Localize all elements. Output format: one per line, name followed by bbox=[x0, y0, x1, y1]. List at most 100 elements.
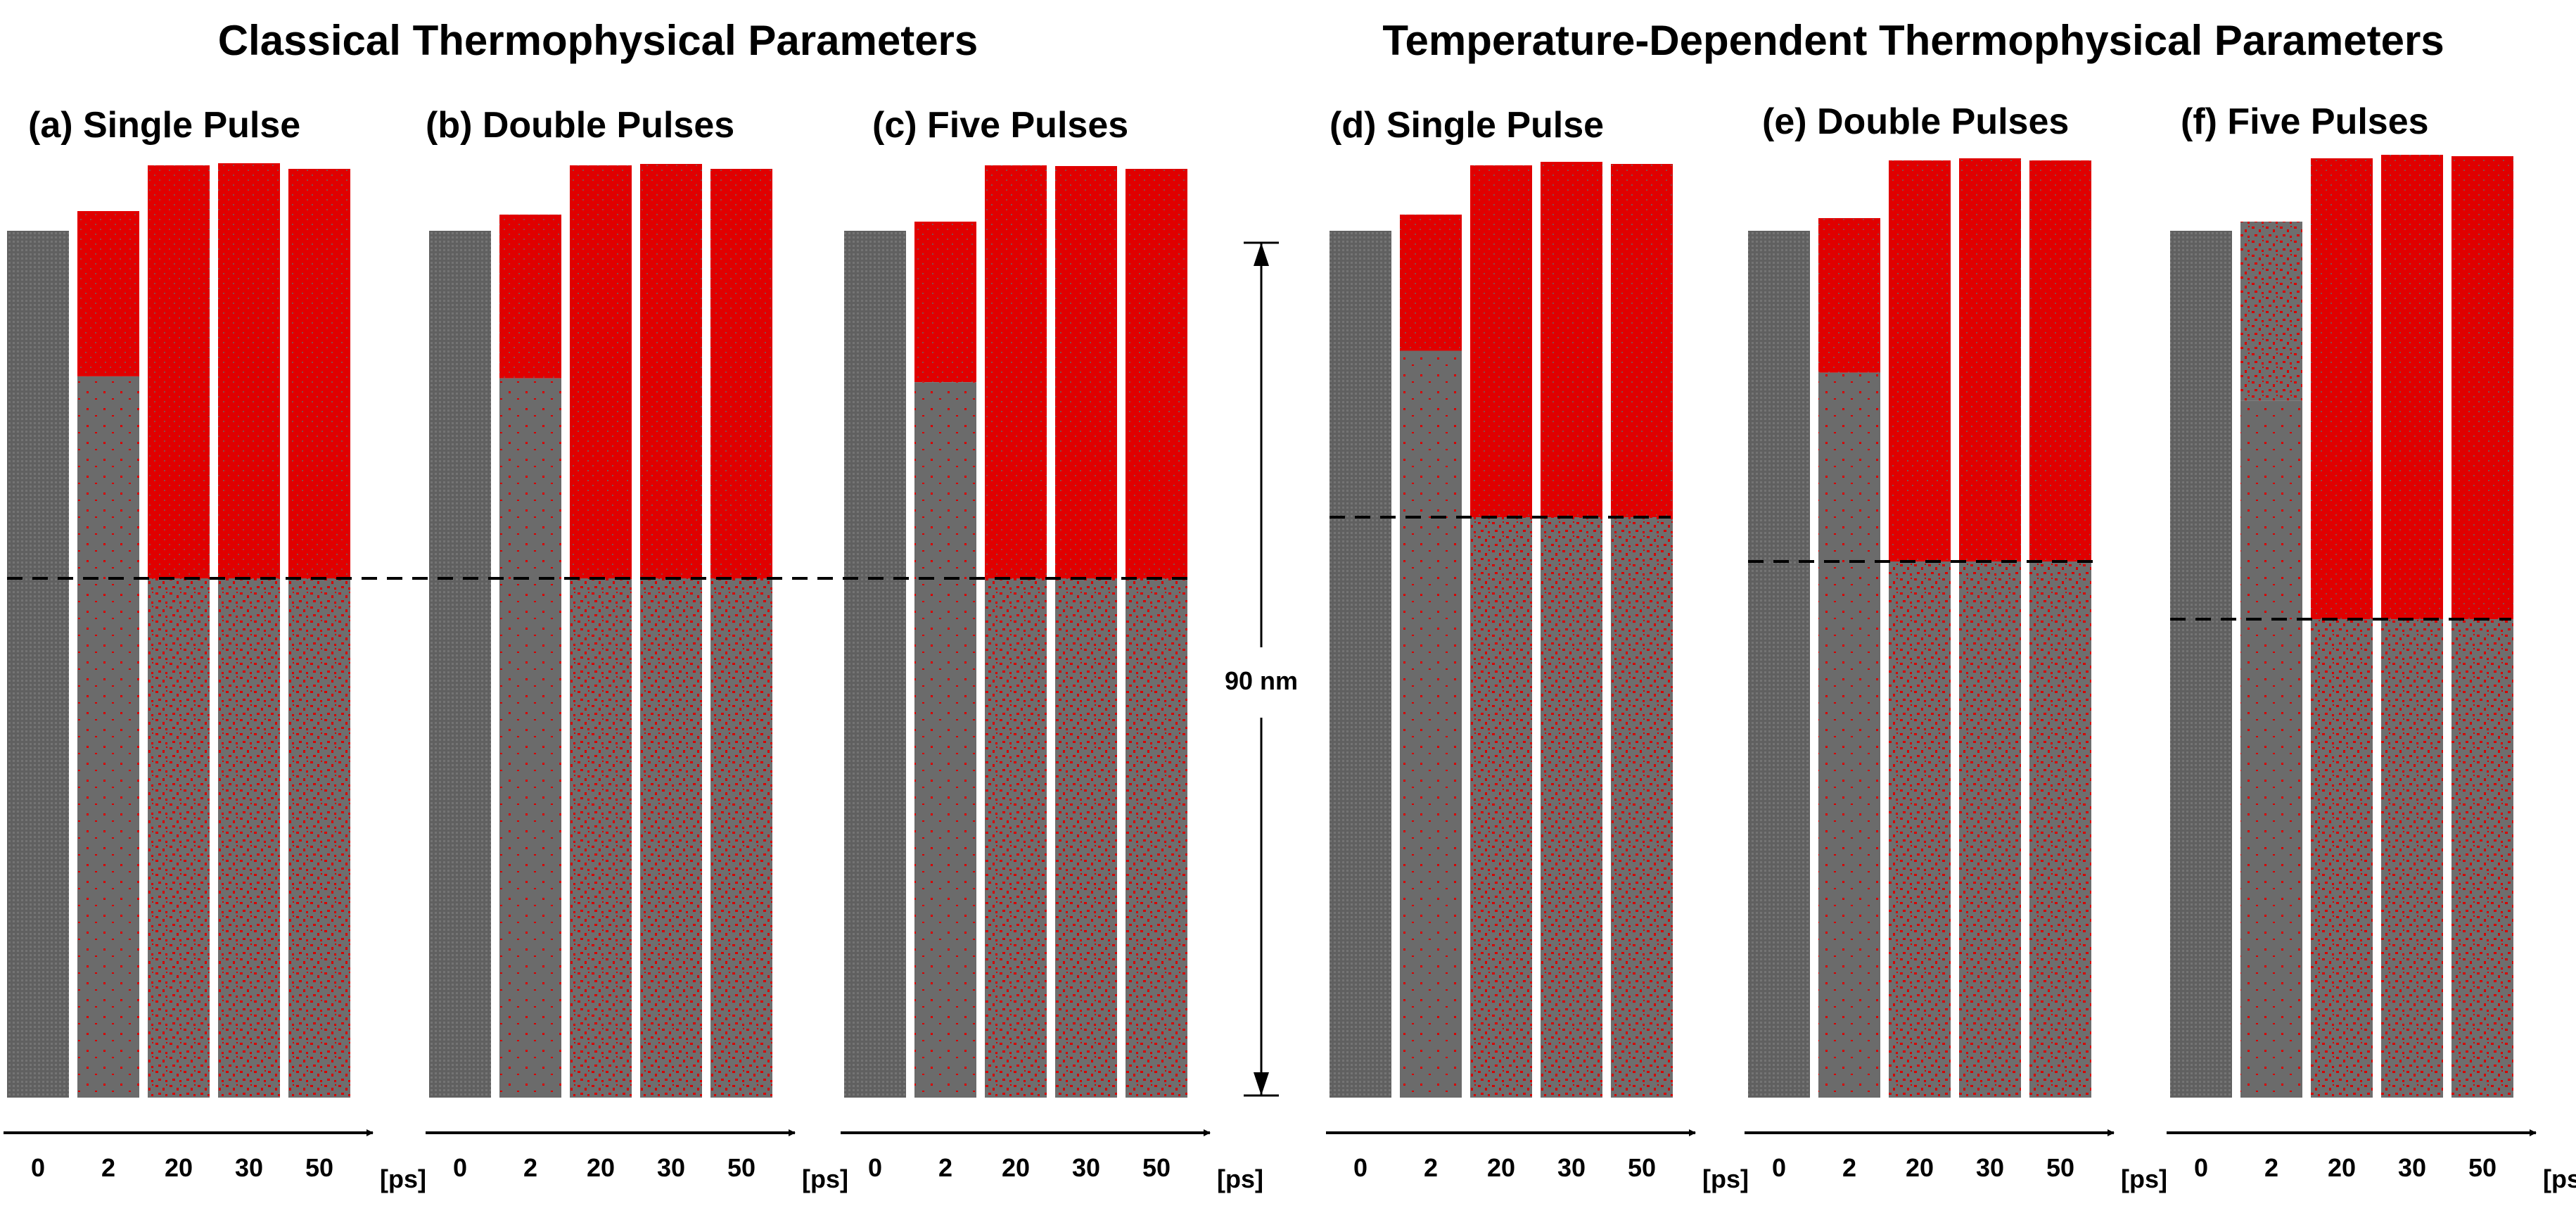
column-liquid bbox=[985, 165, 1047, 578]
column-liquid bbox=[288, 169, 350, 578]
column-solid-mix bbox=[218, 578, 280, 1098]
time-tick: 0 bbox=[453, 1153, 467, 1182]
column-solid-mix bbox=[1470, 517, 1532, 1098]
column-liquid bbox=[640, 164, 702, 578]
panel-d: (d) Single Pulse 0 2 20 30 50 [ps] bbox=[1326, 105, 1749, 1193]
arrow-down-icon bbox=[1254, 1072, 1269, 1095]
column-solid-mix bbox=[1541, 517, 1602, 1098]
time-tick: 50 bbox=[2046, 1153, 2074, 1182]
column-2ps-bottom bbox=[77, 376, 139, 1098]
scale-bar-label: 90 nm bbox=[1225, 666, 1298, 695]
time-tick: 20 bbox=[165, 1153, 193, 1182]
time-unit: [ps] bbox=[380, 1164, 426, 1193]
panel-f: (f) Five Pulses 0 2 20 30 50 [ps] bbox=[2167, 101, 2576, 1193]
column-2ps-top bbox=[77, 211, 139, 376]
column-liquid bbox=[1541, 162, 1602, 517]
time-tick: 2 bbox=[2264, 1153, 2278, 1182]
column-2ps-top bbox=[1400, 215, 1462, 351]
time-tick: 50 bbox=[1628, 1153, 1656, 1182]
column-solid-mix bbox=[1126, 578, 1187, 1098]
column-liquid bbox=[2381, 155, 2443, 619]
column-solid-mix bbox=[1889, 561, 1951, 1098]
column-liquid bbox=[1611, 164, 1673, 517]
column-solid-mix bbox=[640, 578, 702, 1098]
time-tick: 2 bbox=[101, 1153, 115, 1182]
column-liquid bbox=[1055, 166, 1117, 578]
panel-c: (c) Five Pulses 0 2 20 30 50 [ps] bbox=[841, 105, 1263, 1193]
time-unit: [ps] bbox=[2121, 1164, 2167, 1193]
column-0ps bbox=[1748, 231, 1810, 1098]
column-2ps-top bbox=[499, 215, 561, 379]
column-liquid bbox=[2029, 160, 2091, 561]
time-tick: 0 bbox=[1353, 1153, 1367, 1182]
column-2ps-bottom bbox=[1818, 372, 1880, 1098]
time-tick: 30 bbox=[1557, 1153, 1586, 1182]
column-solid-mix bbox=[1611, 517, 1673, 1098]
column-2ps-top bbox=[2240, 222, 2302, 401]
time-tick: 0 bbox=[31, 1153, 45, 1182]
arrow-up-icon bbox=[1254, 243, 1269, 266]
column-2ps-top bbox=[1818, 218, 1880, 373]
column-0ps bbox=[2170, 231, 2232, 1098]
panel-a: (a) Single Pulse 0 2 20 30 50 [ps] bbox=[4, 105, 426, 1193]
column-solid-mix bbox=[2451, 619, 2513, 1098]
column-liquid bbox=[1126, 169, 1187, 578]
column-liquid bbox=[710, 169, 772, 578]
column-solid-mix bbox=[2381, 619, 2443, 1098]
column-0ps bbox=[429, 231, 491, 1098]
column-liquid bbox=[1889, 160, 1951, 561]
time-tick: 30 bbox=[2398, 1153, 2426, 1182]
time-tick: 20 bbox=[1002, 1153, 1030, 1182]
time-unit: [ps] bbox=[1217, 1164, 1263, 1193]
column-2ps-bottom bbox=[499, 378, 561, 1098]
time-tick: 50 bbox=[2468, 1153, 2497, 1182]
time-unit: [ps] bbox=[2543, 1164, 2576, 1193]
column-2ps-bottom bbox=[914, 382, 976, 1098]
time-tick: 30 bbox=[1072, 1153, 1100, 1182]
time-tick: 20 bbox=[1906, 1153, 1934, 1182]
column-2ps-bottom bbox=[2240, 400, 2302, 1098]
time-tick: 50 bbox=[305, 1153, 333, 1182]
column-liquid bbox=[2451, 156, 2513, 619]
column-solid-mix bbox=[2029, 561, 2091, 1098]
time-unit: [ps] bbox=[1702, 1164, 1749, 1193]
column-solid-mix bbox=[710, 578, 772, 1098]
column-solid-mix bbox=[985, 578, 1047, 1098]
scale-bar: 90 nm bbox=[1225, 241, 1298, 1097]
column-solid-mix bbox=[2311, 619, 2373, 1098]
time-tick: 50 bbox=[1142, 1153, 1171, 1182]
header-classical: Classical Thermophysical Parameters bbox=[218, 17, 978, 64]
time-tick: 2 bbox=[1424, 1153, 1438, 1182]
column-solid-mix bbox=[1055, 578, 1117, 1098]
time-tick: 30 bbox=[235, 1153, 263, 1182]
column-solid-mix bbox=[148, 578, 210, 1098]
time-tick: 50 bbox=[727, 1153, 755, 1182]
panel-title: (d) Single Pulse bbox=[1330, 105, 1604, 146]
time-tick: 0 bbox=[868, 1153, 882, 1182]
column-0ps bbox=[844, 231, 906, 1098]
column-0ps bbox=[1330, 231, 1391, 1098]
column-solid-mix bbox=[1959, 561, 2021, 1098]
panel-title: (b) Double Pulses bbox=[426, 105, 734, 146]
time-tick: 30 bbox=[1976, 1153, 2004, 1182]
panel-title: (f) Five Pulses bbox=[2181, 101, 2429, 142]
column-liquid bbox=[148, 165, 210, 578]
column-liquid bbox=[2311, 158, 2373, 619]
column-solid-mix bbox=[288, 578, 350, 1098]
column-liquid bbox=[570, 165, 632, 578]
panel-b: (b) Double Pulses 0 2 20 30 50 [ps] bbox=[426, 105, 848, 1193]
time-tick: 2 bbox=[1842, 1153, 1856, 1182]
column-liquid bbox=[1959, 158, 2021, 561]
column-liquid bbox=[1470, 165, 1532, 517]
panel-title: (a) Single Pulse bbox=[28, 105, 300, 146]
time-tick: 2 bbox=[938, 1153, 952, 1182]
time-tick: 20 bbox=[587, 1153, 615, 1182]
time-tick: 20 bbox=[2328, 1153, 2356, 1182]
panel-title: (e) Double Pulses bbox=[1762, 101, 2069, 142]
time-unit: [ps] bbox=[802, 1164, 848, 1193]
time-tick: 0 bbox=[1772, 1153, 1786, 1182]
panel-e: (e) Double Pulses 0 2 20 30 50 [ps] bbox=[1745, 101, 2167, 1193]
time-tick: 20 bbox=[1487, 1153, 1515, 1182]
